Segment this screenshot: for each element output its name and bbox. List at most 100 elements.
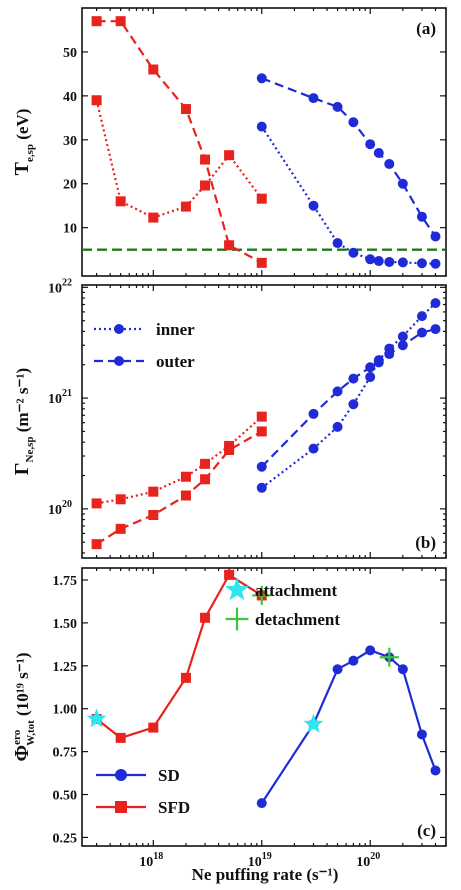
data-point xyxy=(200,180,211,191)
data-point xyxy=(256,257,267,268)
series-line xyxy=(95,573,263,740)
y-tick-label: 0.75 xyxy=(53,746,78,761)
data-point xyxy=(365,645,376,656)
data-point xyxy=(200,474,211,485)
y-tick-label: 10 xyxy=(63,222,77,237)
data-point xyxy=(373,147,384,158)
legend-marker xyxy=(115,801,127,813)
data-point xyxy=(348,117,359,128)
data-point xyxy=(397,664,408,675)
data-point xyxy=(308,93,319,104)
data-point xyxy=(416,258,427,269)
data-point xyxy=(91,95,102,106)
y-tick-label: 1.50 xyxy=(53,617,78,632)
data-point xyxy=(256,411,267,422)
data-point xyxy=(430,298,441,309)
legend-marker xyxy=(115,769,127,781)
data-point xyxy=(332,421,343,432)
x-axis-label: Ne puffing rate (s⁻¹) xyxy=(192,865,339,884)
data-point xyxy=(332,386,343,397)
panel-b: 1020 1021 1022 ΓNe,sp (m⁻² s⁻¹) (b) inner oute… xyxy=(11,277,447,559)
data-point xyxy=(416,211,427,222)
data-point xyxy=(348,655,359,666)
data-point xyxy=(332,238,343,249)
data-point xyxy=(148,510,159,521)
panel-a: 10 20 30 40 50 Te,sp (eV) (a) xyxy=(11,7,447,277)
data-point xyxy=(430,258,441,269)
data-point xyxy=(348,373,359,384)
data-point xyxy=(115,523,126,534)
data-point xyxy=(256,798,267,809)
data-point xyxy=(224,240,235,251)
data-point xyxy=(384,256,395,267)
data-point xyxy=(308,443,319,454)
series-line xyxy=(261,77,437,238)
panel-label: (a) xyxy=(416,19,436,38)
y-tick-label: 1.00 xyxy=(53,703,78,718)
data-point xyxy=(224,150,235,161)
data-point xyxy=(256,121,267,132)
series-line xyxy=(260,649,437,804)
y-tick-label: 0.50 xyxy=(53,789,78,804)
y-tick-label: 1021 xyxy=(48,388,72,407)
data-point xyxy=(384,349,395,360)
series-line xyxy=(260,125,436,265)
data-point xyxy=(308,408,319,419)
data-point xyxy=(148,722,159,733)
legend-label: detachment xyxy=(255,610,340,629)
y-tick-label: 0.25 xyxy=(53,831,78,846)
data-point xyxy=(148,212,159,223)
data-point xyxy=(397,331,408,342)
data-point xyxy=(348,247,359,258)
data-point xyxy=(373,357,384,368)
panel-label: (b) xyxy=(415,533,436,552)
data-point xyxy=(373,256,384,267)
y-axis-label: Te,sp (eV) xyxy=(11,109,36,176)
data-point xyxy=(180,104,191,115)
plot-frame xyxy=(81,284,447,559)
y-axis-label: ΓNe,sp (m⁻² s⁻¹) xyxy=(11,368,36,475)
data-point xyxy=(256,482,267,493)
data-point xyxy=(430,765,441,776)
legend-label: inner xyxy=(156,320,195,339)
series-line xyxy=(96,415,263,505)
detachment-marker xyxy=(252,585,272,605)
data-point xyxy=(115,16,126,27)
data-point xyxy=(115,732,126,743)
data-point xyxy=(256,426,267,437)
data-point xyxy=(397,340,408,351)
legend-marker xyxy=(225,607,249,631)
y-tick-label: 20 xyxy=(63,178,77,193)
legend-marker xyxy=(114,324,124,334)
attachment-marker xyxy=(86,708,107,728)
data-point xyxy=(200,458,211,469)
data-point xyxy=(180,471,191,482)
y-tick-label: 1.25 xyxy=(53,660,78,675)
data-point xyxy=(148,486,159,497)
data-point xyxy=(332,101,343,112)
data-point xyxy=(200,612,211,623)
data-point xyxy=(180,672,191,683)
legend-marker xyxy=(225,577,249,601)
data-point xyxy=(115,494,126,505)
data-point xyxy=(256,461,267,472)
data-point xyxy=(200,154,211,165)
data-point xyxy=(365,254,376,265)
data-point xyxy=(308,200,319,211)
y-axis-label: Φero W,tot (10¹⁹ s⁻¹) xyxy=(11,653,37,762)
legend-label: outer xyxy=(156,352,195,371)
data-point xyxy=(416,327,427,338)
y-tick-label: 1022 xyxy=(48,277,72,296)
data-point xyxy=(365,372,376,383)
data-point xyxy=(348,399,359,410)
x-tick-label: 1018 xyxy=(139,851,163,870)
data-point xyxy=(416,729,427,740)
data-point xyxy=(91,498,102,509)
y-tick-label: 50 xyxy=(63,46,77,61)
x-tick-label: 1019 xyxy=(248,851,272,870)
data-point xyxy=(180,490,191,501)
x-tick-label: 1020 xyxy=(356,851,380,870)
legend-label: SD xyxy=(158,766,180,785)
data-point xyxy=(91,539,102,550)
